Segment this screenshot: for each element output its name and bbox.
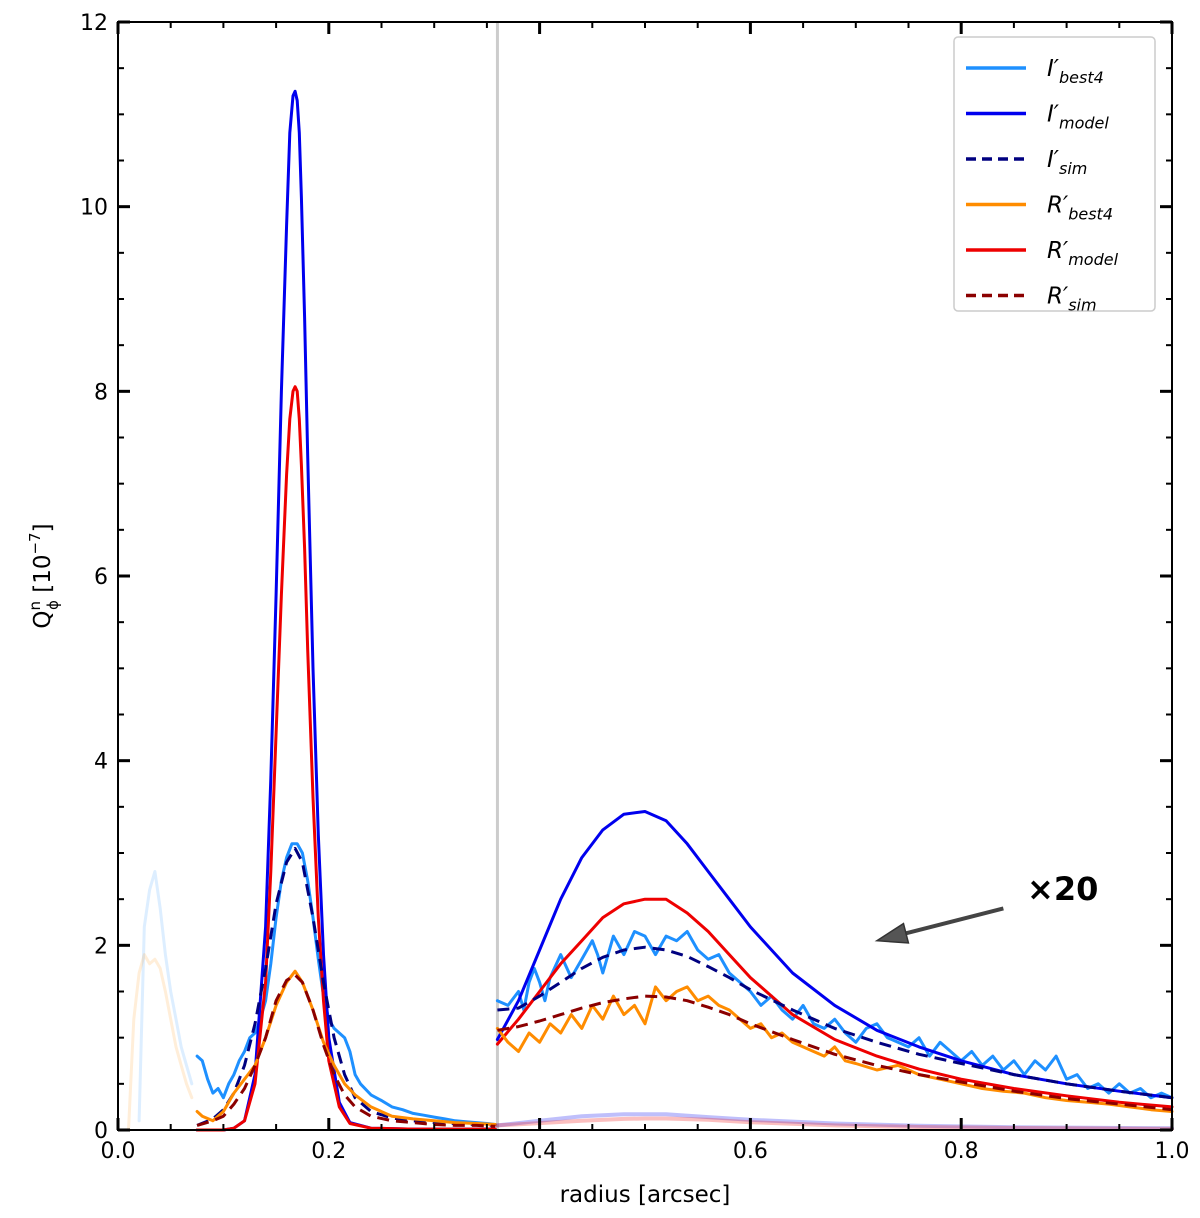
legend-label-R_sim: R′sim xyxy=(1047,284,1097,315)
series-line-4 xyxy=(195,385,497,1132)
series-line-5 xyxy=(196,846,496,1127)
annotation-x20: ×20 xyxy=(874,870,1098,944)
plot-frame xyxy=(117,21,1173,1131)
annotation-arrow-head xyxy=(874,922,910,944)
series-line-7 xyxy=(196,973,496,1128)
y-label-sup: n xyxy=(26,601,44,611)
legend-box xyxy=(953,36,1156,312)
annotation-arrow-shaft xyxy=(905,906,1004,936)
y-tick-label: 6 xyxy=(94,565,108,590)
y-tick-label: 12 xyxy=(80,11,108,36)
legend-label-I_best4: I′best4 xyxy=(1047,56,1104,87)
legend-label-R_model: R′model xyxy=(1047,238,1119,269)
x-tick-label: 0.4 xyxy=(522,1139,557,1164)
annotation-label: ×20 xyxy=(1027,870,1098,908)
y-label-unit-exp: −7 xyxy=(26,532,44,554)
series-line-14 xyxy=(495,1112,1174,1131)
y-tick-label: 2 xyxy=(94,934,108,959)
series-line-9 xyxy=(495,810,1174,1100)
x-tick-label: 0.0 xyxy=(101,1139,136,1164)
y-label-main: Q xyxy=(30,610,56,628)
series-line-8 xyxy=(495,930,1174,1100)
x-tick-label: 0.2 xyxy=(311,1139,346,1164)
legend-items: I′best4 I′model I′sim R′best4 R′model R′sim xyxy=(966,56,1119,315)
y-label-unit-prefix: [10 xyxy=(30,555,56,601)
y-label-sub: ϕ xyxy=(44,600,62,610)
series-line-13 xyxy=(497,994,1173,1112)
legend-label-I_model: I′model xyxy=(1047,102,1109,133)
x-tick-label: 0.8 xyxy=(944,1139,979,1164)
x-tick-label: 0.6 xyxy=(733,1139,768,1164)
y-tick-label: 8 xyxy=(94,380,108,405)
series-line-3 xyxy=(195,89,497,1132)
series-line-10 xyxy=(495,897,1174,1109)
legend: I′best4 I′model I′sim R′best4 R′model R′sim xyxy=(953,36,1156,315)
legend-label-R_best4: R′best4 xyxy=(1047,193,1113,224)
series-line-2 xyxy=(195,842,497,1126)
y-axis-label: Qnϕ [10−7] xyxy=(26,523,62,628)
x-tick-label: 1.0 xyxy=(1155,1139,1190,1164)
y-tick-label: 4 xyxy=(94,750,108,775)
series-line-0 xyxy=(137,870,194,1123)
x-axis-label: radius [arcsec] xyxy=(560,1182,731,1208)
series-line-6 xyxy=(195,969,497,1126)
series-line-1 xyxy=(127,953,194,1132)
legend-label-I_sim: I′sim xyxy=(1047,147,1087,178)
y-tick-label: 10 xyxy=(80,196,108,221)
y-tick-label: 0 xyxy=(94,1119,108,1144)
series-line-15 xyxy=(495,1116,1174,1131)
y-label-unit-suffix: ] xyxy=(30,523,56,532)
series-line-11 xyxy=(497,945,1173,1100)
series-layer xyxy=(127,22,1174,1132)
